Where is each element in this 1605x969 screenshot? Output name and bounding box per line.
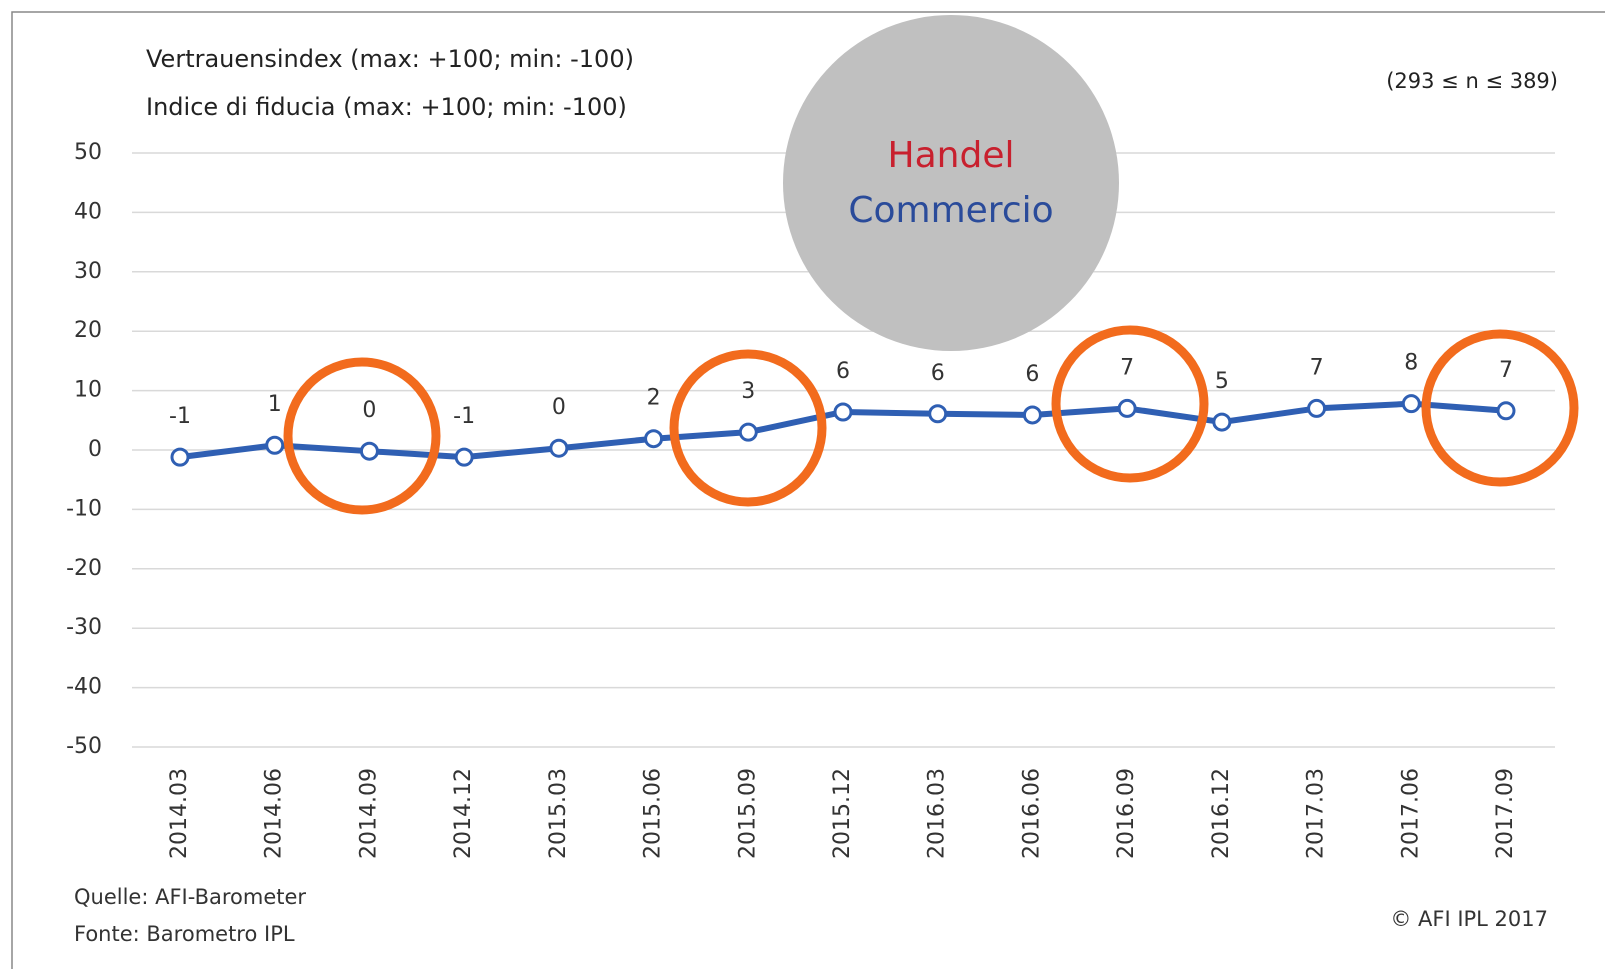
data-label: 7 <box>1499 358 1513 383</box>
chart-title: Vertrauensindex (max: +100; min: -100) <box>146 45 634 73</box>
y-tick-label: 10 <box>74 378 102 403</box>
point <box>1307 398 1327 418</box>
x-tick-label: 2016.09 <box>1114 768 1139 859</box>
y-tick-label: 50 <box>74 140 102 165</box>
y-tick-label: 0 <box>88 437 102 462</box>
point <box>1212 412 1232 432</box>
y-tick-label: 40 <box>74 199 102 224</box>
point <box>738 422 758 442</box>
x-tick-label: 2017.06 <box>1398 768 1423 859</box>
data-label: 6 <box>931 361 945 386</box>
x-tick-label: 2014.03 <box>167 768 192 859</box>
x-tick-label: 2014.12 <box>451 768 476 859</box>
x-tick-label: 2014.09 <box>356 768 381 859</box>
y-tick-label: -50 <box>66 734 102 759</box>
source: Quelle: AFI-Barometer <box>74 885 306 909</box>
source: Fonte: Barometro IPL <box>74 922 295 946</box>
highlight-circle <box>1051 325 1209 483</box>
data-label: 1 <box>268 392 282 417</box>
x-tick-label: 2016.12 <box>1209 768 1234 859</box>
badge-line1: Handel <box>888 135 1015 176</box>
x-tick-label: 2016.06 <box>1019 768 1044 859</box>
data-label: 2 <box>647 386 661 411</box>
series: -1 1 0 -1 0 2 3 6 6 6 7 5 7 8 7 <box>169 351 1516 467</box>
point <box>549 438 569 458</box>
data-label: 6 <box>1025 362 1039 387</box>
point <box>1022 405 1042 425</box>
x-tick-label: 2015.06 <box>641 768 666 859</box>
y-tick-label: 20 <box>74 318 102 343</box>
x-tick-label: 2015.12 <box>830 768 855 859</box>
highlight-circle <box>1421 329 1579 487</box>
chart-subtitle: Indice di fiducia (max: +100; min: -100) <box>146 93 627 121</box>
point <box>265 435 285 455</box>
data-label: 3 <box>741 379 755 404</box>
data-label: 8 <box>1404 351 1418 376</box>
x-tick-label: 2016.03 <box>925 768 950 859</box>
y-tick-label: -10 <box>66 496 102 521</box>
point <box>359 441 379 461</box>
data-label: 7 <box>1310 355 1324 380</box>
sample-note: (293 ≤ n ≤ 389) <box>1386 69 1558 93</box>
highlight-circle <box>283 357 441 515</box>
highlight-circle <box>669 349 827 507</box>
x-tick-label: 2015.09 <box>735 768 760 859</box>
badge <box>783 15 1119 351</box>
point <box>1401 394 1421 414</box>
x-tick-label: 2017.09 <box>1493 768 1518 859</box>
point <box>833 402 853 422</box>
data-label: -1 <box>453 404 475 429</box>
badge-line2: Commercio <box>848 190 1053 231</box>
y-tick-label: -30 <box>66 615 102 640</box>
point <box>1117 398 1137 418</box>
point <box>1496 401 1516 421</box>
y-tick-label: -20 <box>66 556 102 581</box>
point <box>644 429 664 449</box>
x-tick-label: 2017.03 <box>1304 768 1329 859</box>
point <box>928 404 948 424</box>
x-tick-label: 2015.03 <box>546 768 571 859</box>
point <box>454 447 474 467</box>
data-label: 6 <box>836 359 850 384</box>
data-label: 5 <box>1215 369 1229 394</box>
copyright: © AFI IPL 2017 <box>1390 907 1548 931</box>
y-tick-label: -40 <box>66 675 102 700</box>
data-label: 0 <box>552 395 566 420</box>
frame <box>11 11 1605 969</box>
data-label: 7 <box>1120 355 1134 380</box>
point <box>170 447 190 467</box>
data-label: 0 <box>362 398 376 423</box>
data-label: -1 <box>169 404 191 429</box>
y-tick-label: 30 <box>74 259 102 284</box>
x-tick-label: 2014.06 <box>262 768 287 859</box>
